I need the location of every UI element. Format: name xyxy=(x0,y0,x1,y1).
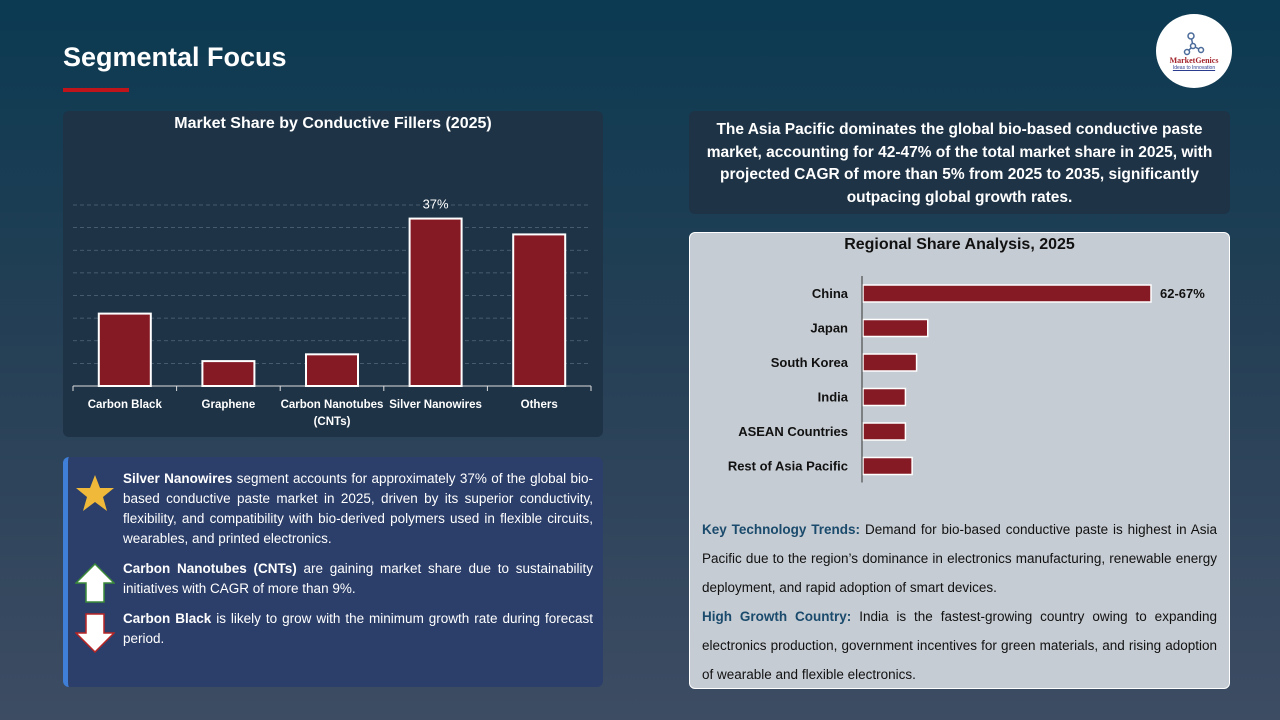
insight-text: segment accounts for approximately 37% o… xyxy=(123,471,593,546)
insight-text: are gaining market share due to sustaina… xyxy=(123,561,594,596)
category-label: South Korea xyxy=(771,355,849,370)
filler-chart-title: Market Share by Conductive Fillers (2025… xyxy=(174,115,492,132)
bar xyxy=(862,284,1152,303)
category-label: India xyxy=(818,390,849,405)
note-text: Demand for bio-based conductive paste is… xyxy=(702,522,1218,595)
bar xyxy=(862,318,929,338)
filler-chart: Carbon Black Graphene Carbon Nanotubes (CNT… xyxy=(72,197,592,428)
molecule-icon xyxy=(1183,31,1205,55)
bar xyxy=(305,353,359,387)
category-label: ASEAN Countries xyxy=(738,424,848,439)
category-label: Graphene xyxy=(202,399,256,411)
category-label: Silver Nanowires xyxy=(389,399,482,411)
data-label: 37% xyxy=(423,197,449,212)
insight-text: is likely to grow with the minimum growt… xyxy=(123,611,594,646)
insight-bold: Carbon Black xyxy=(123,611,212,626)
logo-tagline: Ideas to Innovation xyxy=(1172,64,1216,71)
regional-notes: Key Technology Trends: Demand for bio-ba… xyxy=(702,515,1217,689)
note-label: High Growth Country: xyxy=(702,609,852,624)
page-title: Segmental Focus xyxy=(63,42,287,72)
bar xyxy=(862,387,907,407)
bar xyxy=(408,217,463,387)
insight-cnt: Carbon Nanotubes (CNTs) are gaining mark… xyxy=(75,559,594,603)
arrow-down-icon xyxy=(75,613,115,653)
category-label: (CNTs) xyxy=(314,416,351,428)
note-tech-trends: Key Technology Trends: Demand for bio-ba… xyxy=(702,515,1217,602)
note-text: India is the fastest-growing country owi… xyxy=(702,609,1217,682)
category-label: Carbon Nanotubes xyxy=(281,399,384,411)
regional-panel: Regional Share Analysis, 2025 China 62-67… xyxy=(689,232,1230,689)
regional-chart-title: Regional Share Analysis, 2025 xyxy=(844,236,1075,253)
category-label: Others xyxy=(521,399,558,411)
title-underline xyxy=(63,88,129,92)
category-label: Rest of Asia Pacific xyxy=(728,459,848,474)
filler-chart-panel: Market Share by Conductive Fillers (2025… xyxy=(63,111,603,437)
logo: MarketGenics Ideas to Innovation xyxy=(1156,14,1232,88)
note-growth-country: High Growth Country: India is the fastes… xyxy=(702,602,1217,689)
insights-panel: Silver Nanowires segment accounts for ap… xyxy=(63,457,603,687)
bar xyxy=(201,360,256,388)
arrow-up-icon xyxy=(75,563,115,603)
insight-carbon-black: Carbon Black is likely to grow with the … xyxy=(75,609,594,653)
category-label: China xyxy=(812,286,849,301)
insight-silver: Silver Nanowires segment accounts for ap… xyxy=(76,469,593,549)
insight-bold: Silver Nanowires xyxy=(123,471,233,486)
data-label: 62-67% xyxy=(1160,286,1205,301)
bar xyxy=(97,312,152,388)
asia-summary: The Asia Pacific dominates the global bi… xyxy=(689,111,1230,214)
regional-chart: China 62-67% Japan South Korea India ASEAN Co… xyxy=(728,276,1205,483)
category-label: Carbon Black xyxy=(88,399,163,411)
bar xyxy=(862,353,918,372)
bar xyxy=(862,456,913,476)
insight-bold: Carbon Nanotubes (CNTs) xyxy=(123,561,297,576)
category-label: Japan xyxy=(810,321,848,336)
star-icon xyxy=(76,475,114,511)
bar xyxy=(512,233,567,387)
note-label: Key Technology Trends: xyxy=(702,522,861,537)
bar xyxy=(862,422,907,441)
logo-name: MarketGenics xyxy=(1169,55,1219,65)
